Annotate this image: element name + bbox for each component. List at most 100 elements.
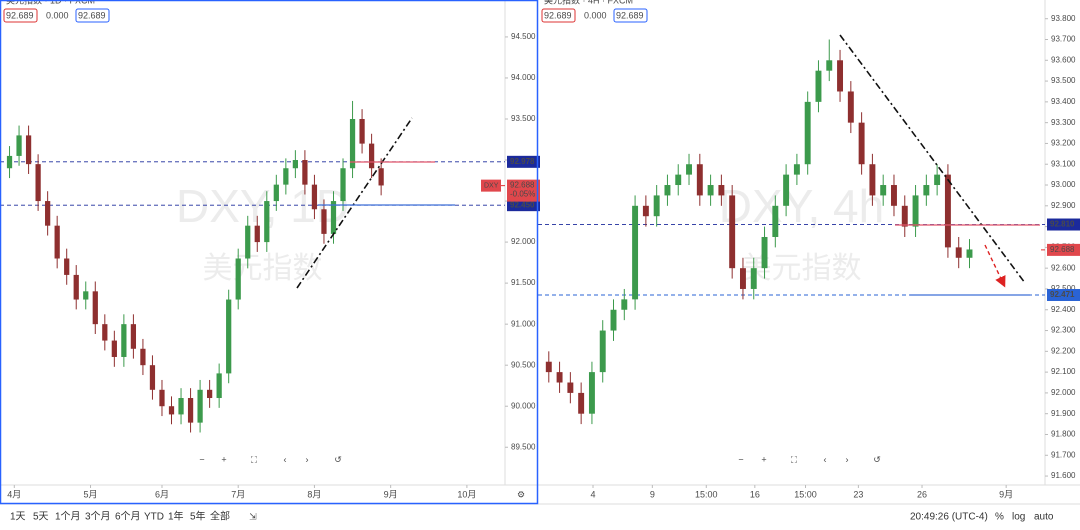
candle-body — [804, 101, 811, 165]
zoom-out[interactable]: − — [199, 454, 204, 464]
candle-body — [696, 164, 703, 196]
candle-body — [207, 389, 213, 399]
scroll-left[interactable]: ‹ — [824, 454, 827, 464]
candle-body — [621, 299, 628, 310]
y-tick-label: 92.000 — [511, 237, 536, 246]
candle-body — [311, 184, 318, 210]
candle-body — [588, 372, 595, 414]
last-price-box — [1047, 243, 1080, 256]
candle-body — [729, 195, 736, 269]
quote-value: 0.000 — [584, 10, 607, 20]
y-tick-label: 93.500 — [511, 114, 536, 123]
change: -0.05% — [510, 190, 535, 199]
candle-body — [178, 398, 184, 415]
range-button[interactable]: 3个月 — [85, 511, 111, 523]
zoom-in[interactable]: + — [761, 454, 766, 464]
range-button[interactable]: 全部 — [210, 510, 230, 523]
y-tick-label: 91.000 — [511, 319, 536, 328]
watermark-sub: 美元指数 — [203, 252, 323, 285]
range-button[interactable]: 1年 — [168, 510, 184, 523]
candle-body — [130, 324, 137, 349]
settings[interactable]: ⚙ — [517, 489, 525, 499]
level-price: 92.978 — [510, 157, 535, 166]
level-price: 92.810 — [1050, 220, 1075, 229]
watermark: DXY, 4h — [719, 180, 884, 232]
y-tick-label: 91.600 — [1051, 471, 1076, 480]
candle-body — [750, 268, 757, 289]
candle-body — [25, 135, 32, 165]
scale-option[interactable]: log — [1012, 512, 1025, 523]
range-button[interactable]: 5年 — [190, 510, 206, 523]
reset[interactable]: ↺ — [873, 454, 881, 464]
scale-option[interactable]: auto — [1034, 512, 1054, 523]
candle-body — [664, 185, 671, 196]
candle-body — [264, 201, 270, 243]
candle-body — [149, 365, 156, 390]
quote-value: 92.689 — [6, 10, 34, 20]
y-tick-label: 91.900 — [1051, 409, 1076, 418]
active-panel — [0, 0, 539, 505]
y-tick-label: 91.500 — [511, 278, 536, 287]
date-range[interactable]: ⇲ — [249, 511, 257, 521]
last-price-box — [507, 179, 540, 202]
candle-body — [815, 70, 822, 102]
y-tick-label: 90.000 — [511, 401, 536, 410]
candle-body — [869, 164, 876, 196]
candle-body — [912, 195, 919, 227]
y-tick-label: 93.400 — [1051, 97, 1076, 106]
range-button[interactable]: YTD — [144, 512, 164, 523]
chart-panel: DXY, 1D 美元指数 美元指数 · 1D · FXCM 92.689 0.000 92… — [0, 0, 540, 499]
candle-body — [302, 160, 308, 185]
quote-value: 92.689 — [544, 10, 572, 20]
candle-body — [642, 205, 649, 217]
level-price-box — [1047, 218, 1080, 231]
fit[interactable]: ⛶ — [250, 454, 258, 464]
x-tick-label: 26 — [917, 489, 927, 499]
range-button[interactable]: 1天 — [10, 512, 26, 523]
level-price-box — [507, 199, 540, 212]
watermark: DXY, 1D — [176, 180, 349, 232]
candle-body — [16, 135, 22, 156]
candle-body — [966, 249, 973, 258]
reset[interactable]: ↺ — [334, 454, 342, 464]
candle-body — [368, 143, 375, 169]
y-tick-label: 93.100 — [1051, 159, 1076, 168]
y-tick-label: 92.400 — [1051, 305, 1076, 314]
candle-body — [858, 122, 865, 165]
scale-option[interactable]: % — [995, 512, 1004, 523]
y-tick-label: 94.000 — [511, 73, 536, 82]
y-tick-label: 94.500 — [511, 32, 536, 41]
candle-body — [934, 174, 941, 186]
candle-body — [783, 174, 790, 206]
candle-body — [578, 392, 585, 414]
candle-body — [955, 247, 962, 258]
zoom-in[interactable]: + — [221, 454, 226, 464]
range-button[interactable]: 5天 — [33, 512, 49, 523]
x-tick-label: 10月 — [457, 489, 476, 499]
candle-body — [707, 185, 714, 196]
nav-buttons[interactable]: − + ⛶ ‹ › ↺ − + ⛶ ‹ › ↺ ⚙ ⇲ — [199, 454, 880, 521]
candle-body — [111, 340, 117, 357]
fit[interactable]: ⛶ — [790, 454, 798, 464]
zoom-out[interactable]: − — [738, 454, 743, 464]
candle-body — [761, 236, 768, 269]
candle-body — [159, 389, 165, 407]
x-tick-label: 9月 — [384, 489, 398, 499]
x-tick-label: 5月 — [84, 489, 98, 499]
x-tick-label: 4 — [591, 489, 596, 499]
candle-body — [35, 164, 41, 202]
x-tick-label: 4月 — [7, 489, 21, 499]
x-tick-label: 15:00 — [794, 489, 817, 499]
candle-body — [330, 201, 337, 234]
candle-body — [216, 373, 222, 399]
scroll-left[interactable]: ‹ — [284, 454, 287, 464]
scroll-right[interactable]: › — [846, 454, 849, 464]
candle-body — [168, 406, 175, 415]
candle-body — [599, 330, 606, 373]
range-button[interactable]: 6个月 — [115, 511, 141, 523]
scroll-right[interactable]: › — [306, 454, 309, 464]
range-button[interactable]: 1个月 — [55, 511, 81, 523]
quote-value: 92.689 — [616, 10, 644, 20]
candle-body — [140, 348, 146, 366]
